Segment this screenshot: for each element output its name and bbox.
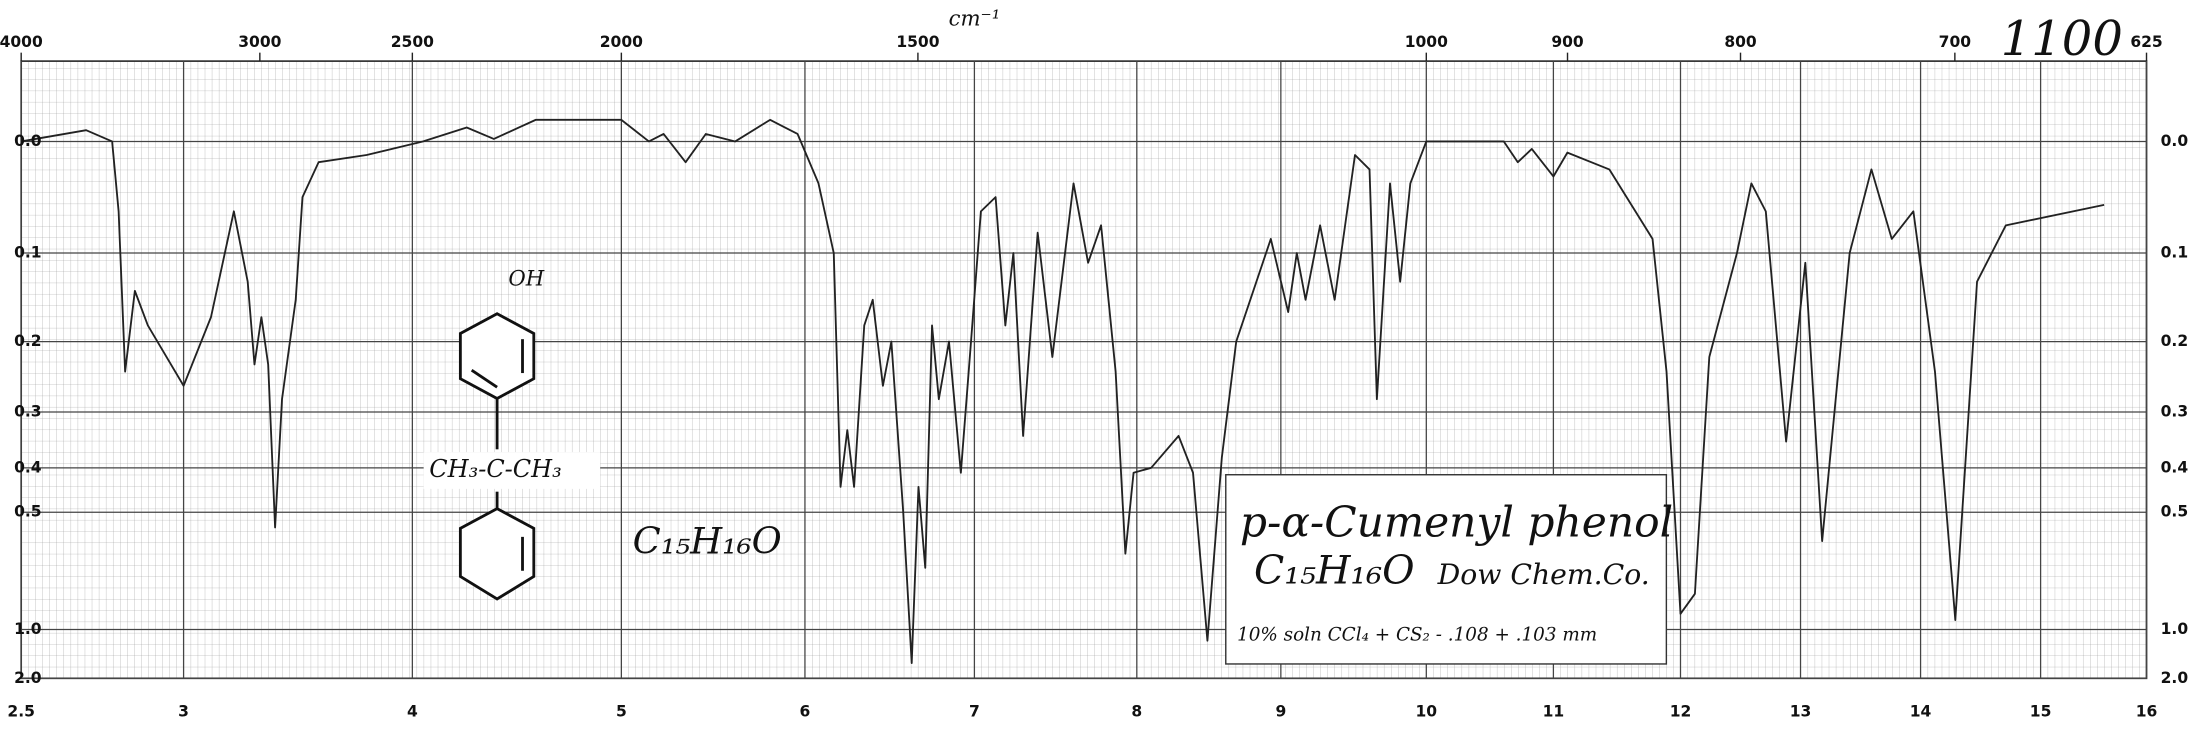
x2-tick-label: 700 <box>1939 33 1972 51</box>
y-tick-label: 0.3 <box>14 402 42 420</box>
x2-tick-label: 1500 <box>896 33 939 51</box>
x-tick-label: 16 <box>2136 703 2158 721</box>
y-tick-label-right: 0.2 <box>2161 332 2189 350</box>
spectrum-line <box>21 118 2105 665</box>
spectrum <box>21 118 2105 665</box>
x-tick-label: 12 <box>1670 703 1692 721</box>
x-tick-label: 4 <box>407 703 418 721</box>
y-tick-label: 0.4 <box>14 458 42 476</box>
x-tick-label: 11 <box>1543 703 1565 721</box>
y-tick-label-right: 0.3 <box>2161 402 2189 420</box>
x-tick-label: 15 <box>2030 703 2052 721</box>
y-tick-label-right: 0.5 <box>2161 503 2189 521</box>
x2-tick-label: 1000 <box>1405 33 1448 51</box>
y-tick-label: 1.0 <box>14 620 42 638</box>
x-tick-label: 3 <box>178 703 189 721</box>
x-tick-label: 2.5 <box>7 703 35 721</box>
y-tick-label-right: 0.4 <box>2161 458 2189 476</box>
x-tick-label: 7 <box>969 703 980 721</box>
x2-tick-label: 800 <box>1724 33 1757 51</box>
annotation: 1100 <box>2001 11 2123 67</box>
structure-label: OH <box>508 265 544 290</box>
compound-name: p-α-Cumenyl phenol <box>1240 498 1673 547</box>
x2-tick-label: 2500 <box>391 33 434 51</box>
top-axis-unit: cm⁻¹ <box>949 6 1001 31</box>
y-tick-label-right: 1.0 <box>2161 620 2189 638</box>
y-tick-label: 0.5 <box>14 503 42 521</box>
label-bg <box>423 452 601 489</box>
y-tick-label: 0.2 <box>14 332 42 350</box>
sample-info: 10% soln CCl₄ + CS₂ - .108 + .103 mm <box>1237 625 1597 646</box>
structure <box>458 312 536 601</box>
y-tick-label-right: 0.0 <box>2161 132 2189 150</box>
x-tick-label: 9 <box>1275 703 1286 721</box>
x2-tick-label: 625 <box>2130 33 2162 51</box>
y-tick-label: 0.0 <box>14 132 42 150</box>
x2-tick-label: 900 <box>1551 33 1584 51</box>
x-tick-label: 10 <box>1416 703 1438 721</box>
y-tick-label: 2.0 <box>14 669 42 687</box>
x2-tick-label: 4000 <box>0 33 43 51</box>
x2-tick-label: 2000 <box>600 33 643 51</box>
y-tick-label-right: 0.1 <box>2161 243 2189 261</box>
minor-grid <box>21 61 2147 679</box>
x2-tick-label: 3000 <box>238 33 281 51</box>
label-box <box>1225 474 1668 665</box>
x-tick-label: 13 <box>1790 703 1812 721</box>
x-tick-label: 5 <box>616 703 627 721</box>
structure-label: CH₃-C-CH₃ <box>429 455 561 483</box>
formula: C₁₅H₁₆O <box>1254 548 1415 594</box>
y-tick-label: 0.1 <box>14 243 42 261</box>
y-tick-label-right: 2.0 <box>2161 669 2189 687</box>
x-tick-label: 8 <box>1131 703 1142 721</box>
source: Dow Chem.Co. <box>1437 558 1650 591</box>
handwritten-formula: C₁₅H₁₆O <box>633 519 782 562</box>
x-tick-label: 14 <box>1910 703 1932 721</box>
x-tick-label: 6 <box>800 703 811 721</box>
